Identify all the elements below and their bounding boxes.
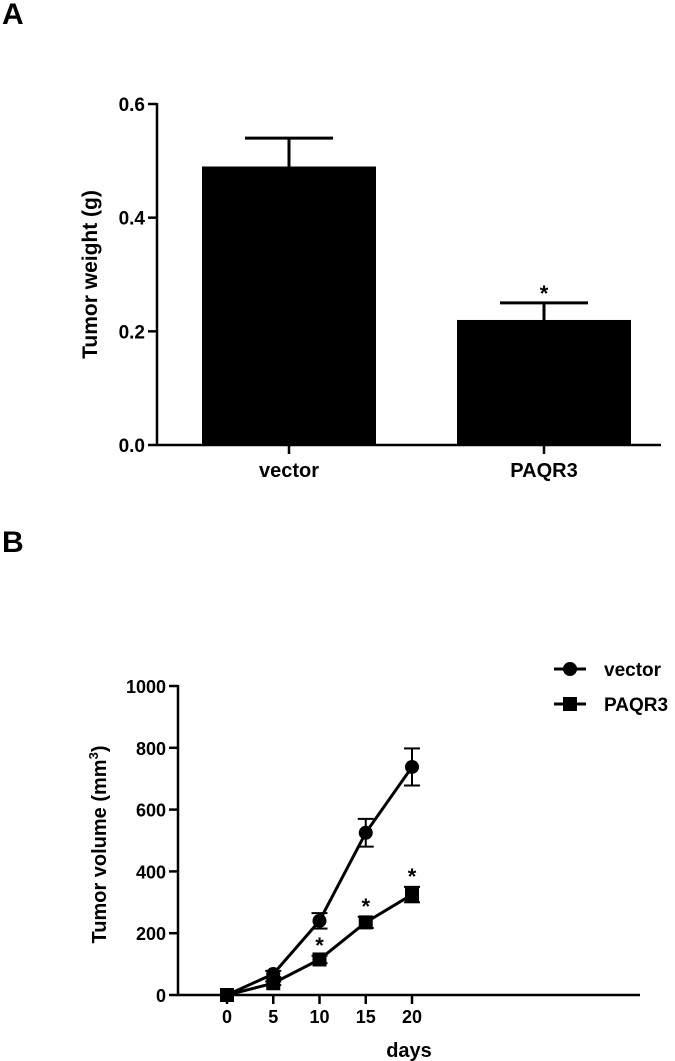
x-tick-label: vector <box>259 460 319 482</box>
panel-a-label: A <box>2 0 24 31</box>
data-point <box>312 952 327 967</box>
y-tick-label: 0.0 <box>119 436 145 457</box>
data-point <box>405 759 419 774</box>
x-axis-title: days <box>386 1040 432 1061</box>
significance-marker: * <box>408 864 417 889</box>
y-tick-label: 0 <box>156 986 166 1006</box>
data-point <box>266 976 281 991</box>
data-point <box>405 887 419 902</box>
significance-marker: * <box>315 933 324 958</box>
data-point <box>220 988 234 1002</box>
series-PAQR3: * * * <box>220 864 420 1002</box>
data-point <box>358 825 373 840</box>
bar <box>457 319 631 445</box>
y-tick-label: 200 <box>136 924 166 944</box>
y-tick-label: 1000 <box>126 677 166 697</box>
legend-label: PAQR3 <box>604 695 668 716</box>
x-tick-label: 20 <box>402 1007 422 1027</box>
legend-marker <box>563 697 577 711</box>
bar-chart-a: 0.0 0.2 0.4 0.6 Tumor weight (g) vector * PAQR3 <box>79 95 661 482</box>
line-chart-b: 0 200 400 600 800 1000 0 5 10 15 20 days Tumor volum… <box>86 660 668 1061</box>
x-tick-label: 5 <box>268 1007 278 1027</box>
significance-marker: * <box>540 281 549 306</box>
legend-label: vector <box>604 660 662 681</box>
y-tick-label: 0.2 <box>119 322 145 343</box>
legend: vector PAQR3 <box>554 660 668 716</box>
y-tick-label: 600 <box>136 801 166 821</box>
bar <box>202 166 376 445</box>
x-tick-label: 15 <box>356 1007 376 1027</box>
panel-b-label: B <box>2 526 24 559</box>
y-tick-label: 0.4 <box>119 209 146 230</box>
y-tick-label: 400 <box>136 862 166 882</box>
y-tick-label: 0.6 <box>119 95 145 116</box>
x-tick-label: 10 <box>309 1007 329 1027</box>
y-axis-title: Tumor volume (mm3) <box>86 746 111 944</box>
significance-marker: * <box>361 894 370 919</box>
data-point <box>358 915 373 930</box>
y-axis-title: Tumor weight (g) <box>79 190 102 359</box>
legend-marker <box>563 662 577 676</box>
y-tick-label: 800 <box>136 739 166 759</box>
x-tick-label: 0 <box>222 1007 232 1027</box>
x-tick-label: PAQR3 <box>510 460 577 482</box>
data-point <box>312 913 327 928</box>
